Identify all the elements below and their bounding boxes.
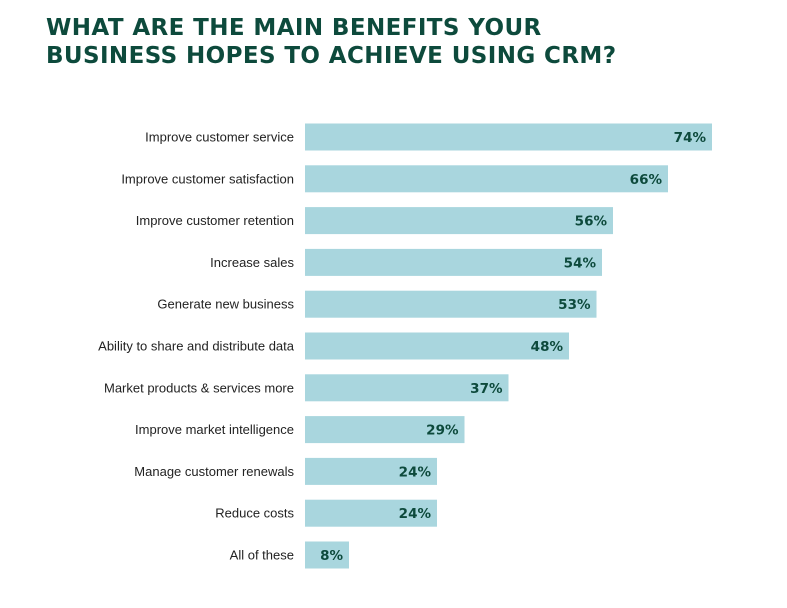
category-label: Manage customer renewals — [134, 464, 294, 479]
bar-row: Market products & services more 37% — [104, 374, 509, 402]
data-label: 54% — [564, 255, 597, 271]
data-label: 56% — [575, 214, 608, 230]
data-label: 37% — [470, 381, 503, 397]
data-label: 24% — [399, 506, 432, 522]
bar-row: Improve customer service 74% — [145, 123, 712, 151]
bar-row: Improve market intelligence 29% — [135, 416, 465, 444]
bar — [305, 248, 602, 276]
bar — [305, 416, 465, 444]
data-label: 24% — [399, 464, 432, 480]
chart-title-line-2: BUSINESS HOPES TO ACHIEVE USING CRM? — [46, 43, 617, 69]
data-label: 53% — [558, 297, 591, 313]
category-label: Improve customer service — [145, 130, 294, 145]
bar — [305, 123, 712, 151]
category-label: Increase sales — [210, 255, 294, 270]
category-label: All of these — [230, 548, 294, 563]
category-label: Generate new business — [157, 297, 294, 312]
category-label: Improve customer satisfaction — [121, 171, 294, 186]
chart-title-line-1: WHAT ARE THE MAIN BENEFITS YOUR — [46, 15, 542, 41]
bar-row: Generate new business 53% — [157, 290, 597, 318]
category-label: Ability to share and distribute data — [98, 339, 295, 354]
bar-row: All of these 8% — [230, 541, 349, 569]
data-label: 74% — [674, 130, 707, 146]
bar-row: Ability to share and distribute data 48% — [98, 332, 569, 360]
category-label: Market products & services more — [104, 380, 294, 395]
data-label: 66% — [630, 172, 663, 188]
bar — [305, 332, 569, 360]
bar — [305, 499, 437, 527]
bar — [305, 165, 668, 193]
bar — [305, 457, 437, 485]
category-label: Improve customer retention — [136, 213, 294, 228]
bar — [305, 207, 613, 235]
data-label: 8% — [320, 548, 343, 564]
bar — [305, 374, 509, 402]
bar — [305, 290, 597, 318]
bar — [305, 541, 349, 569]
bar-row: Improve customer satisfaction 66% — [121, 165, 668, 193]
bar-row: Increase sales 54% — [210, 248, 602, 276]
category-label: Reduce costs — [215, 506, 294, 521]
bar-row: Reduce costs 24% — [215, 499, 437, 527]
data-label: 29% — [426, 423, 459, 439]
chart-title: WHAT ARE THE MAIN BENEFITS YOUR BUSINESS… — [46, 14, 766, 70]
bars-group: Improve customer service 74%Improve custo… — [98, 123, 712, 569]
category-label: Improve market intelligence — [135, 422, 294, 437]
bar-row: Manage customer renewals 24% — [134, 457, 437, 485]
data-label: 48% — [531, 339, 564, 355]
bar-row: Improve customer retention 56% — [136, 207, 613, 235]
